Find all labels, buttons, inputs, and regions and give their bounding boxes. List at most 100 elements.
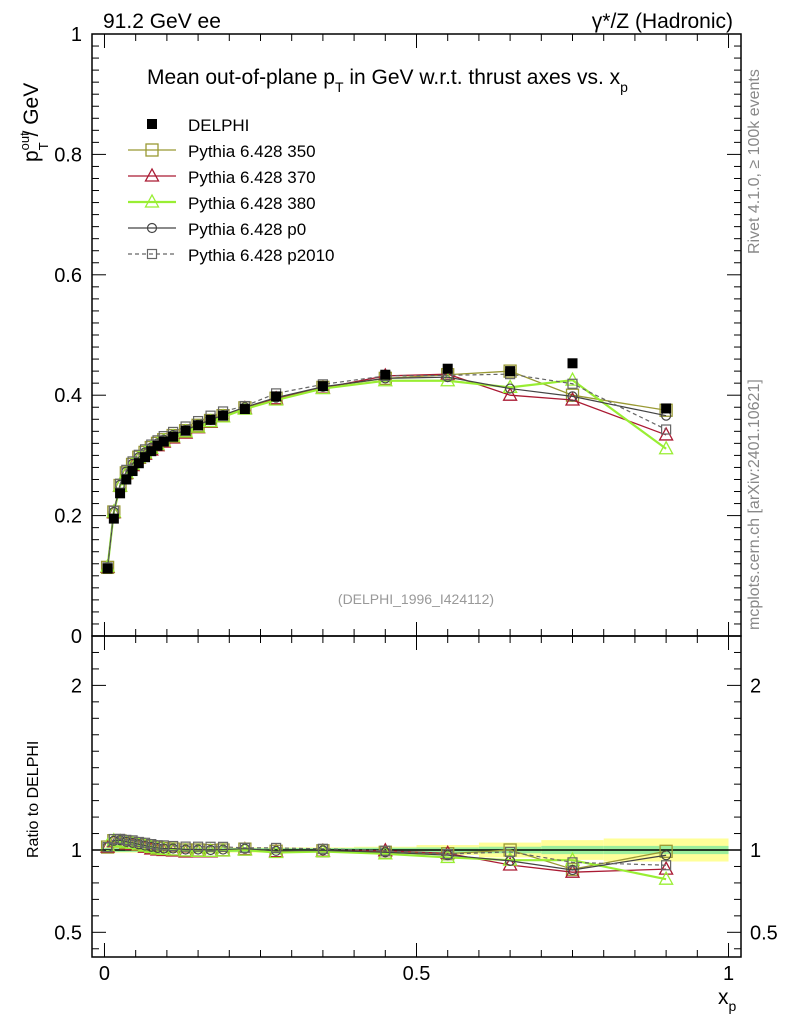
ratio-point-p370 bbox=[658, 860, 674, 875]
point-data bbox=[115, 488, 126, 499]
ratio-point-p2010 bbox=[317, 843, 328, 854]
series-data bbox=[102, 358, 672, 574]
legend-entry-p380: Pythia 6.428 380 bbox=[128, 193, 316, 213]
point-data bbox=[102, 563, 113, 574]
point-p2010 bbox=[567, 378, 578, 389]
ratio-point-p2010 bbox=[121, 834, 132, 845]
main-series bbox=[100, 358, 674, 575]
point-p370 bbox=[502, 386, 518, 401]
axes: 0 0.5 1 0 0.2 0.4 0.6 0.8 1 0.5 0.5 1 1 2 2 bbox=[54, 24, 778, 985]
legend-marker bbox=[144, 193, 160, 208]
point-data bbox=[108, 513, 119, 524]
legend-entry-p0: Pythia 6.428 p0 bbox=[128, 220, 306, 239]
ratio-point-p2010 bbox=[146, 839, 157, 850]
ratio-frame bbox=[91, 635, 742, 958]
point-data bbox=[661, 403, 672, 414]
point-data bbox=[380, 369, 391, 380]
ratio-point-p2010 bbox=[102, 841, 113, 853]
header-energy: 91.2 GeV ee bbox=[103, 10, 221, 33]
ylabel-base: p bbox=[20, 150, 43, 162]
line-p2010 bbox=[107, 373, 667, 568]
ratio-point-p2010 bbox=[139, 837, 151, 848]
ratio-ylabel: Ratio to DELPHI bbox=[25, 741, 42, 858]
y-tick-label: 0.2 bbox=[54, 506, 82, 528]
series-p2010 bbox=[102, 369, 672, 573]
x-tick-label: 1 bbox=[723, 963, 734, 985]
point-data bbox=[158, 436, 169, 447]
ylabel-sub: T bbox=[36, 142, 51, 150]
ratio-point-p380 bbox=[440, 849, 456, 864]
legend-marker bbox=[146, 248, 158, 260]
title-middle: in GeV w.r.t. thrust axes vs. x bbox=[344, 66, 621, 89]
ratio-point-p2010 bbox=[567, 857, 578, 868]
ratio-point-p2010 bbox=[180, 841, 191, 852]
title-sub1: T bbox=[335, 79, 344, 95]
ratio-point-p2010 bbox=[108, 833, 119, 845]
point-data bbox=[180, 425, 191, 436]
ratio-point-p0 bbox=[661, 850, 672, 861]
point-data bbox=[146, 446, 157, 457]
legend-label: DELPHI bbox=[188, 116, 249, 135]
line-p0 bbox=[107, 376, 667, 568]
line-p350 bbox=[106, 370, 667, 568]
legend-marker bbox=[147, 119, 157, 129]
point-data bbox=[140, 452, 151, 463]
x-tick-label: 0 bbox=[99, 963, 110, 985]
point-p350 bbox=[503, 364, 517, 378]
ratio-y-tick-label: 0.5 bbox=[54, 922, 82, 944]
y-tick-label: 0.6 bbox=[54, 265, 82, 287]
ratio-point-p380 bbox=[658, 870, 674, 885]
point-data bbox=[239, 404, 250, 415]
legend-entry-p2010: Pythia 6.428 p2010 bbox=[128, 246, 335, 265]
ratio-point-p2010 bbox=[152, 840, 163, 851]
point-data bbox=[193, 420, 204, 431]
ratio-y-tick-label-right: 1 bbox=[750, 840, 761, 862]
analysis-watermark: (DELPHI_1996_I424112) bbox=[338, 591, 494, 607]
legend-entry-p370: Pythia 6.428 370 bbox=[128, 167, 316, 187]
ratio-point-p2010 bbox=[380, 845, 391, 856]
ratio-point-p2010 bbox=[192, 841, 204, 852]
ratio-point-p2010 bbox=[442, 848, 453, 860]
legend-entry-p350: Pythia 6.428 350 bbox=[128, 142, 316, 161]
point-p380 bbox=[658, 440, 674, 455]
side-label-rivet: Rivet 4.1.0, ≥ 100k events bbox=[746, 69, 763, 254]
series-p380 bbox=[100, 371, 674, 573]
point-data bbox=[168, 431, 179, 442]
series-p350 bbox=[100, 364, 673, 575]
point-data bbox=[127, 466, 138, 477]
ratio-xlabel: xp bbox=[718, 986, 737, 1014]
ratio-series-p2010 bbox=[102, 833, 672, 871]
xlabel-base: x bbox=[718, 986, 729, 1009]
y-tick-label: 0 bbox=[71, 626, 82, 648]
ylabel-rest: / GeV bbox=[20, 83, 43, 143]
point-data bbox=[152, 440, 163, 451]
ratio-point-p2010 bbox=[661, 860, 672, 871]
ratio-point-p2010 bbox=[133, 836, 144, 848]
point-data bbox=[133, 458, 144, 469]
point-data bbox=[205, 414, 216, 425]
point-data bbox=[218, 410, 229, 421]
svg-text:Ratio to DELPHI: Ratio to DELPHI bbox=[25, 741, 42, 858]
legend: DELPHI Pythia 6.428 350 Pythia 6.428 370 Py… bbox=[128, 116, 335, 265]
main-ylabel: pout T / GeV bbox=[17, 83, 51, 162]
x-tick-label: 0.5 bbox=[403, 963, 431, 985]
ratio-point-p2010 bbox=[270, 842, 282, 854]
ratio-y-tick-label-right: 2 bbox=[750, 675, 761, 697]
legend-label: Pythia 6.428 p0 bbox=[188, 220, 306, 239]
side-label-mcplots: mcplots.cern.ch [arXiv:2401.10621] bbox=[746, 379, 763, 630]
point-data bbox=[505, 366, 516, 377]
ratio-point-p380 bbox=[190, 843, 206, 858]
ratio-point-p2010 bbox=[127, 835, 138, 846]
ratio-point-p350 bbox=[659, 844, 673, 858]
line-p380 bbox=[106, 379, 667, 567]
point-p0 bbox=[567, 391, 578, 402]
point-data bbox=[317, 381, 328, 392]
legend-marker bbox=[144, 167, 160, 182]
ratio-point-p380 bbox=[268, 844, 284, 859]
point-data bbox=[121, 474, 132, 485]
ratio-point-p2010 bbox=[239, 842, 250, 853]
ratio-y-tick-label: 1 bbox=[71, 840, 82, 862]
point-p0 bbox=[505, 383, 516, 394]
